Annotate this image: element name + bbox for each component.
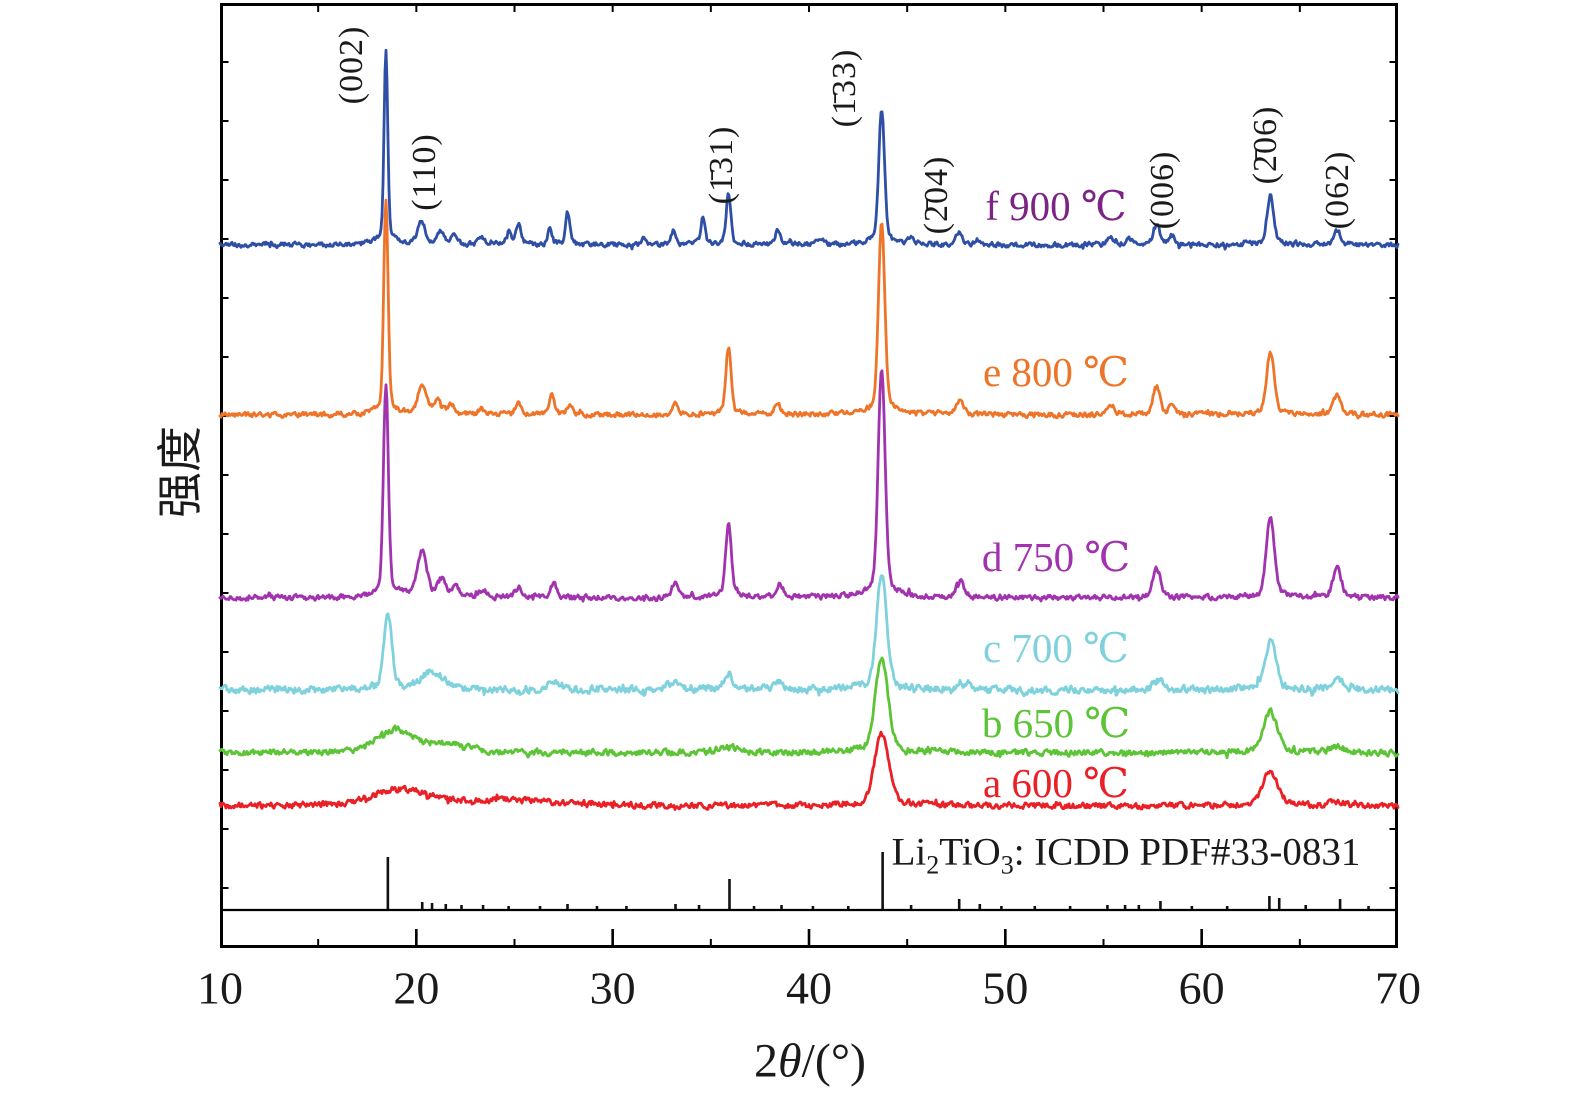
- peak-annotation-7: (062): [1319, 150, 1357, 230]
- x-axis-label-suffix: /(°): [801, 1034, 867, 1088]
- series-curve-e: [218, 198, 1400, 420]
- peak-annotation-6: (2̄06): [1247, 105, 1285, 185]
- series-curve-c: [218, 574, 1400, 698]
- series-label-f: f 900 ℃: [985, 183, 1127, 229]
- x-tick-label-50: 50: [982, 962, 1029, 1014]
- series-label-e: e 800 ℃: [982, 349, 1130, 395]
- x-axis-label: 2θ/(°): [754, 1034, 866, 1089]
- series-curve-d: [218, 369, 1400, 603]
- series-label-d: d 750 ℃: [981, 534, 1131, 580]
- x-tick-label-20: 20: [393, 962, 440, 1014]
- peak-annotation-1: (110): [405, 133, 443, 211]
- series-curve-f: [218, 48, 1400, 251]
- x-axis-label-theta: θ: [777, 1034, 802, 1088]
- x-tick-label-60: 60: [1178, 962, 1225, 1014]
- x-tick-label-30: 30: [589, 962, 636, 1014]
- x-tick-label-10: 10: [197, 962, 243, 1014]
- series-label-a: a 600 ℃: [982, 760, 1130, 806]
- ref-li: Li: [891, 830, 927, 874]
- ref-sub2: 2: [926, 850, 940, 880]
- y-axis-label: 强度: [154, 426, 206, 518]
- reference-pattern-label: Li2TiO3: ICDD PDF#33-0831: [892, 830, 1361, 881]
- ref-icdd: : ICDD PDF#33-0831: [1013, 830, 1361, 874]
- x-axis-label-prefix: 2: [753, 1034, 778, 1088]
- series-curve-b: [218, 656, 1400, 760]
- ref-sub3: 3: [1000, 850, 1014, 880]
- series-label-c: c 700 ℃: [982, 625, 1130, 671]
- peak-annotation-4: (2̄04): [918, 155, 955, 235]
- ref-tio: TiO: [939, 830, 1001, 874]
- x-tick-label-40: 40: [786, 962, 832, 1014]
- peak-annotation-3: (1̄33): [825, 48, 863, 128]
- x-tick-label-70: 70: [1375, 962, 1421, 1014]
- peak-annotation-5: (006): [1143, 150, 1181, 230]
- peak-annotation-2: (1̄31): [703, 125, 741, 205]
- series-label-b: b 650 ℃: [981, 700, 1131, 746]
- series-curve-a: [218, 730, 1400, 811]
- peak-annotation-0: (002): [332, 25, 370, 105]
